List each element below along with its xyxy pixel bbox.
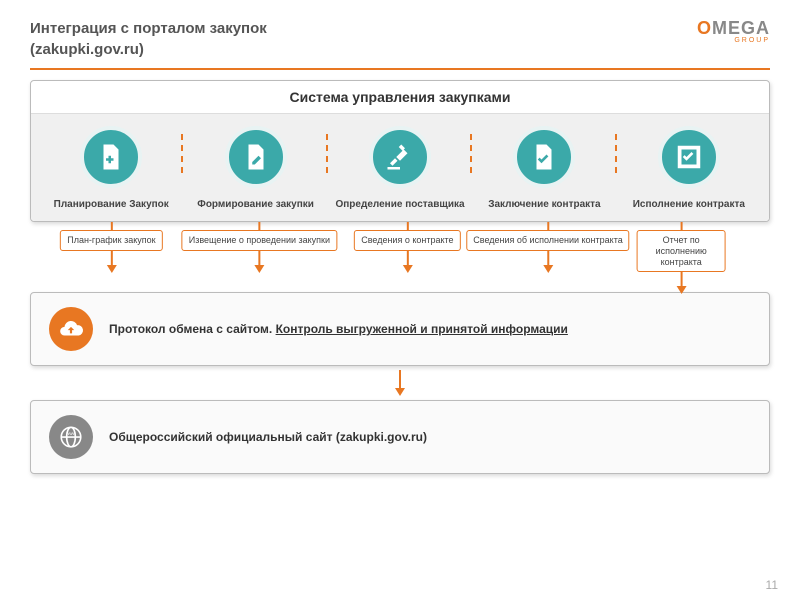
step-label: Формирование закупки <box>197 198 314 211</box>
step-3: Заключение контракта <box>472 126 616 211</box>
checkbox-icon <box>658 126 720 188</box>
cloud-upload-icon <box>49 307 93 351</box>
step-4: Исполнение контракта <box>617 126 761 211</box>
flow-connectors: План-график закупок Извещение о проведени… <box>30 222 770 292</box>
flow-0: План-график закупок <box>60 222 162 273</box>
protocol-box: Протокол обмена с сайтом. Контроль выгру… <box>30 292 770 366</box>
doc-plus-icon <box>80 126 142 188</box>
protocol-text: Протокол обмена с сайтом. Контроль выгру… <box>109 322 568 336</box>
mid-arrow <box>390 370 410 396</box>
step-2: Определение поставщика <box>328 126 472 211</box>
flow-label: Сведения о контракте <box>354 230 460 251</box>
site-box: www Общероссийский официальный сайт (zak… <box>30 400 770 474</box>
flow-3: Сведения об исполнении контракта <box>466 222 629 273</box>
gavel-icon <box>369 126 431 188</box>
flow-label: Сведения об исполнении контракта <box>466 230 629 251</box>
flow-label: Отчет по исполнению контракта <box>637 230 726 272</box>
step-label: Планирование Закупок <box>54 198 169 211</box>
flow-2: Сведения о контракте <box>354 222 460 273</box>
edit-doc-icon <box>225 126 287 188</box>
flow-4: Отчет по исполнению контракта <box>637 222 726 294</box>
system-box: Система управления закупками Планировани… <box>30 80 770 222</box>
page-number: 11 <box>766 578 778 592</box>
page-title: Интеграция с порталом закупок(zakupki.go… <box>30 18 267 60</box>
step-label: Заключение контракта <box>488 198 600 211</box>
doc-check-icon <box>513 126 575 188</box>
system-title: Система управления закупками <box>31 81 769 114</box>
flow-label: План-график закупок <box>60 230 162 251</box>
svg-text:www: www <box>66 431 76 436</box>
step-label: Определение поставщика <box>335 198 464 211</box>
step-0: Планирование Закупок <box>39 126 183 211</box>
step-label: Исполнение контракта <box>633 198 745 211</box>
flow-label: Извещение о проведении закупки <box>182 230 337 251</box>
globe-icon: www <box>49 415 93 459</box>
step-1: Формирование закупки <box>183 126 327 211</box>
divider <box>30 68 770 70</box>
site-text: Общероссийский официальный сайт (zakupki… <box>109 430 427 444</box>
logo: OMEGA GROUP <box>697 18 770 44</box>
flow-1: Извещение о проведении закупки <box>182 222 337 273</box>
